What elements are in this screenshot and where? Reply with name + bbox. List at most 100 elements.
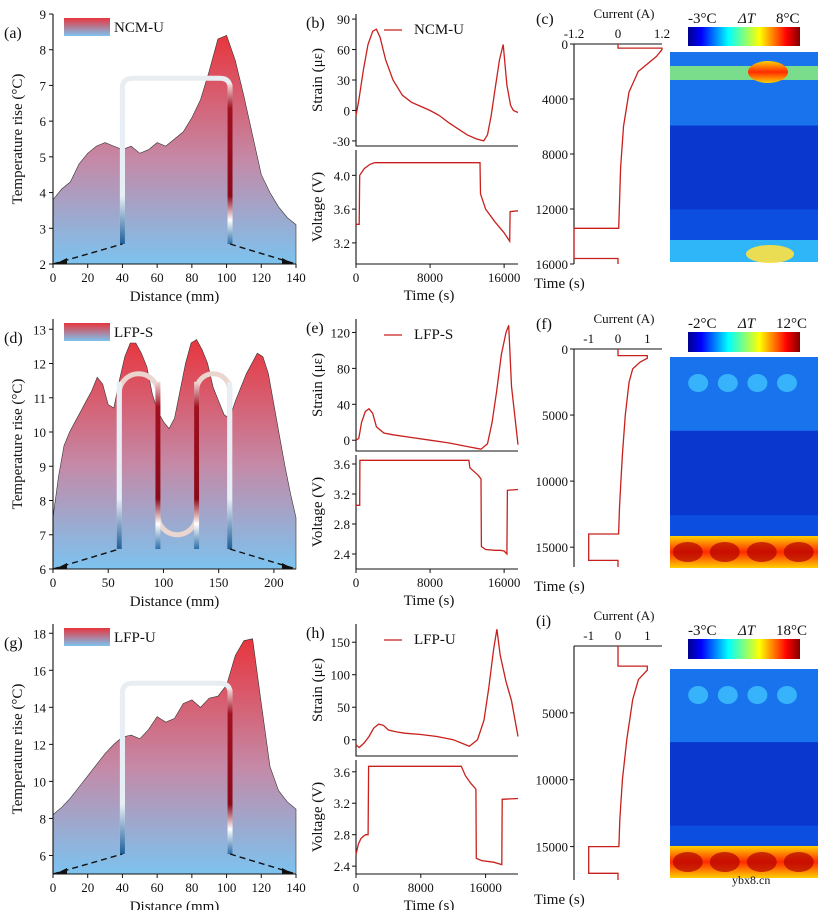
strain-y-tick-label: 0 — [344, 103, 351, 118]
voltage-y-tick-label: 3.2 — [334, 236, 350, 251]
legend-text: NCM-U — [114, 20, 164, 36]
time-axis-label: Time (s) — [534, 276, 585, 292]
legend-swatch — [64, 628, 110, 646]
y-tick-label: 6 — [40, 848, 47, 863]
strain-y-axis-label: Strain (με) — [310, 658, 326, 722]
strain-y-tick-label: 90 — [337, 12, 350, 27]
x-tick-label: 8000 — [408, 880, 434, 895]
y-tick-label: 13 — [33, 322, 46, 337]
y-tick-label: 8 — [40, 43, 47, 58]
panel-label: (b) — [306, 15, 325, 32]
voltage-y-axis-label: Voltage (V) — [310, 172, 326, 242]
x-tick-label: 0 — [50, 270, 57, 285]
heatmap-upper-band — [670, 669, 818, 743]
voltage-trace — [356, 459, 519, 556]
y-tick-label: 16 — [33, 663, 47, 678]
legend-text: LFP-U — [414, 632, 456, 648]
x-tick-label: 16000 — [488, 270, 521, 285]
voltage-y-axis-label: Voltage (V) — [310, 477, 326, 547]
x-tick-label: 16000 — [488, 575, 521, 590]
heatmap-warm-spot — [747, 686, 768, 704]
colorbar — [688, 639, 800, 659]
heatmap-warm-spot — [717, 686, 738, 704]
time-axis-label: Time (s) — [534, 579, 585, 595]
x-tick-label: 80 — [185, 270, 198, 285]
heatmap-hotspot — [748, 61, 788, 83]
cell-outline — [119, 680, 233, 854]
strain-y-tick-label: 0 — [344, 733, 351, 748]
panel-label: (a) — [4, 25, 22, 42]
heatmap-warm-spot — [717, 374, 738, 392]
strain-y-tick-label: 30 — [337, 73, 350, 88]
voltage-axes — [355, 455, 518, 570]
y-tick-label: 5 — [40, 150, 47, 165]
x-tick-label: 20 — [81, 880, 94, 895]
strain-voltage-panel-b: -30 0 30 60 90 Strain (με) 3.2 3.6 4.0 Voltage (V… — [306, 12, 520, 304]
time-tick-label: 15000 — [536, 840, 569, 855]
heatmap-warm-spot — [688, 686, 709, 704]
lead-arrow — [282, 563, 294, 569]
x-tick-label: 100 — [217, 880, 237, 895]
strain-trace — [355, 629, 519, 749]
voltage-y-tick-label: 2.8 — [334, 517, 350, 532]
cell-segment — [119, 84, 125, 245]
heatmap-upper-band — [670, 357, 818, 431]
y-tick-label: 12 — [33, 737, 46, 752]
cell-segment — [227, 84, 233, 245]
heatmap-hotspot — [672, 542, 703, 562]
heatmap-hotspot — [746, 852, 777, 872]
heatmap-mid-band — [670, 742, 818, 826]
strain-y-tick-label: 40 — [337, 397, 350, 412]
current-tick-label: 0 — [615, 331, 622, 346]
time-tick-label: 4000 — [542, 92, 568, 107]
y-tick-label: 12 — [33, 357, 46, 372]
y-tick-label: 2 — [40, 257, 47, 272]
current-heatmap-panel-0: (c) Current (A)-1.2 0 1.2040008000120001600… — [534, 6, 818, 292]
x-tick-label: 0 — [353, 575, 360, 590]
panel-label: (f) — [536, 316, 552, 333]
y-tick-label: 4 — [40, 186, 47, 201]
strain-y-tick-label: 80 — [337, 361, 350, 376]
time-tick-label: 0 — [562, 342, 569, 357]
voltage-axes — [355, 760, 518, 875]
strain-axes — [355, 624, 518, 757]
y-tick-label: 18 — [33, 626, 46, 641]
x-tick-label: 0 — [353, 880, 360, 895]
current-trace — [588, 349, 648, 567]
heatmap-hotspot — [783, 852, 814, 872]
y-tick-label: 11 — [33, 391, 46, 406]
y-tick-label: 3 — [40, 221, 47, 236]
x-tick-label: 150 — [209, 575, 229, 590]
legend-swatch — [64, 323, 110, 341]
y-tick-label: 7 — [40, 528, 47, 543]
strain-y-axis-label: Strain (με) — [310, 48, 326, 112]
current-axis-label: Current (A) — [593, 6, 654, 21]
voltage-trace — [355, 765, 519, 866]
x-tick-label: 0 — [50, 575, 57, 590]
heatmap-mid-band — [670, 125, 818, 210]
x-tick-label: 50 — [102, 575, 115, 590]
lead-arrow — [55, 563, 67, 569]
legend-text: LFP-S — [414, 327, 453, 343]
voltage-trace — [356, 162, 519, 244]
legend-text: NCM-U — [414, 22, 464, 38]
current-tick-label: 1 — [644, 331, 651, 346]
cell-segment — [155, 381, 161, 549]
colorbar-min-label: -2°C — [688, 316, 717, 332]
x-tick-label: 8000 — [417, 270, 443, 285]
cell-segment — [194, 381, 200, 549]
time-tick-label: 0 — [562, 37, 569, 52]
voltage-y-tick-label: 2.4 — [334, 547, 351, 562]
x-tick-label: 0 — [50, 880, 57, 895]
lead-dash — [229, 243, 297, 265]
voltage-y-tick-label: 3.6 — [334, 457, 351, 472]
x-tick-label: 140 — [286, 270, 306, 285]
cell-outline — [119, 75, 233, 244]
panel-label: (d) — [4, 330, 23, 347]
current-tick-label: 1 — [644, 628, 651, 643]
strain-trace — [355, 28, 519, 142]
x-axis-label: Distance (mm) — [130, 289, 220, 305]
x-tick-label: 20 — [81, 270, 94, 285]
current-trace — [588, 646, 648, 880]
